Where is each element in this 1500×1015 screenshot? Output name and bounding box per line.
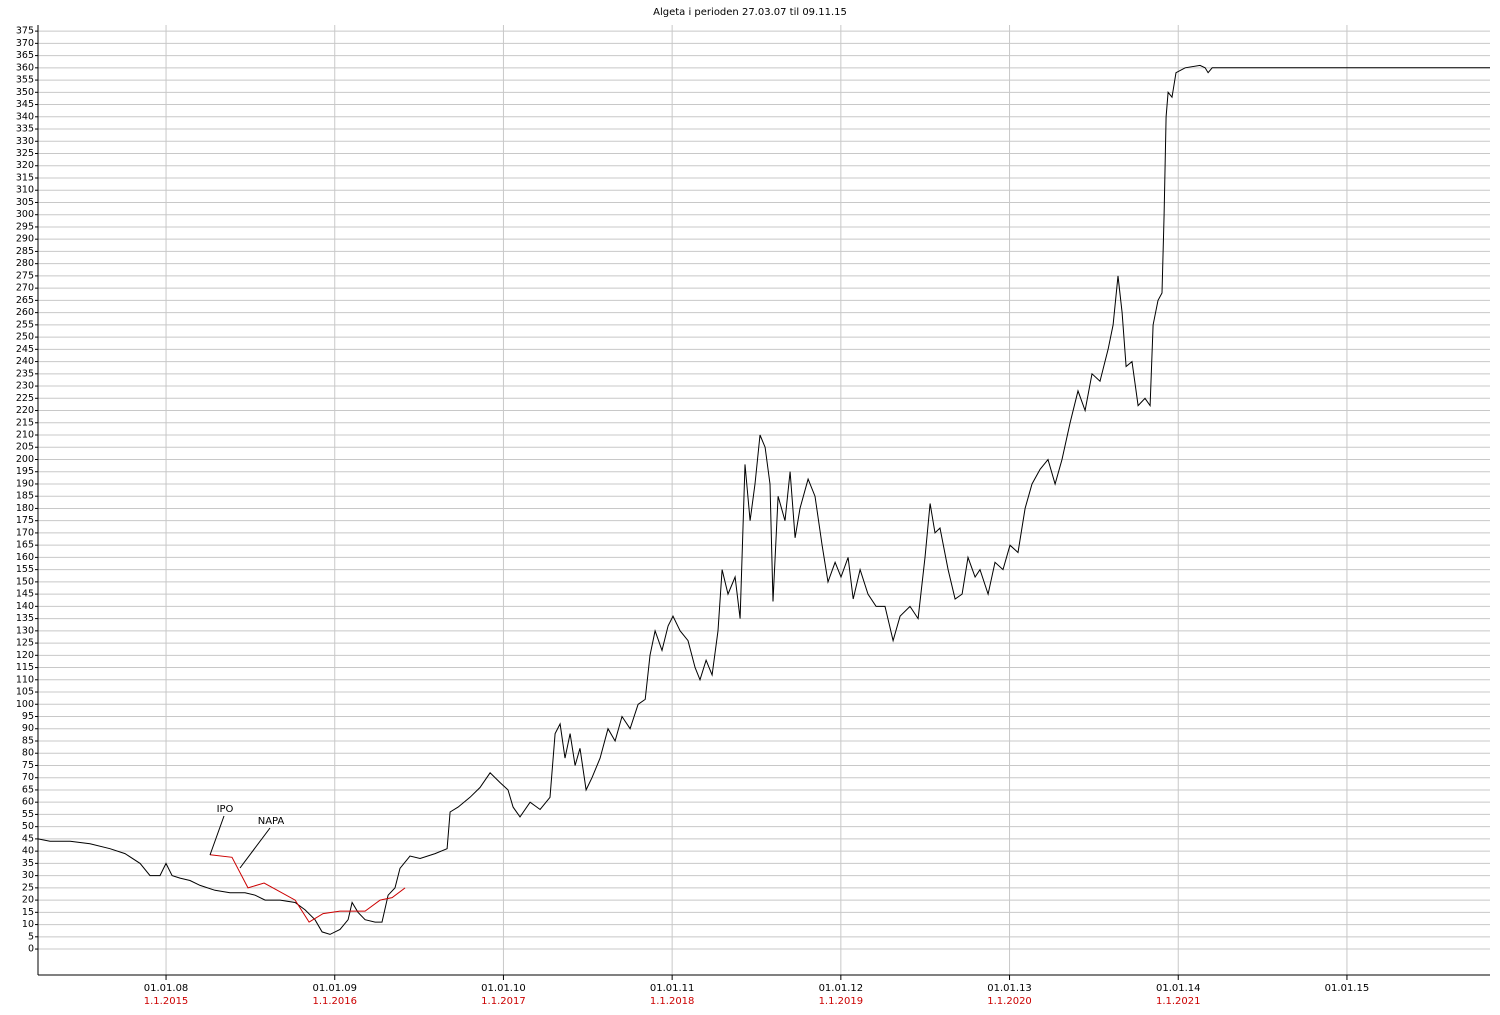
y-tick-label: 295 xyxy=(16,221,34,232)
annotation-leader xyxy=(239,827,271,869)
x-tick-label: 01.01.15 xyxy=(1325,983,1370,994)
y-tick-label: 115 xyxy=(16,662,34,673)
x-tick-label-secondary: 1.1.2016 xyxy=(312,996,357,1007)
y-tick-label: 355 xyxy=(16,75,34,86)
y-tick-label: 85 xyxy=(22,735,34,746)
y-tick-label: 315 xyxy=(16,172,34,183)
y-tick-label: 55 xyxy=(22,809,34,820)
y-tick-label: 245 xyxy=(16,344,34,355)
y-tick-label: 250 xyxy=(16,332,34,343)
annotation: NAPA xyxy=(258,816,285,827)
x-tick-label: 01.01.08 xyxy=(144,983,189,994)
y-tick-label: 290 xyxy=(16,234,34,245)
x-tick-label: 01.01.13 xyxy=(987,983,1032,994)
y-tick-label: 340 xyxy=(16,111,34,122)
y-tick-label: 210 xyxy=(16,430,34,441)
y-tick-label: 350 xyxy=(16,87,34,98)
y-tick-label: 205 xyxy=(16,442,34,453)
y-tick-label: 95 xyxy=(22,711,34,722)
y-tick-label: 145 xyxy=(16,589,34,600)
y-tick-label: 25 xyxy=(22,882,34,893)
y-tick-label: 280 xyxy=(16,258,34,269)
y-tick-label: 30 xyxy=(22,870,34,881)
y-tick-label: 300 xyxy=(16,209,34,220)
y-tick-label: 0 xyxy=(28,944,34,955)
x-tick-label-secondary: 1.1.2021 xyxy=(1156,996,1201,1007)
y-tick-label: 10 xyxy=(22,919,34,930)
y-tick-label: 20 xyxy=(22,895,34,906)
y-tick-label: 285 xyxy=(16,246,34,257)
y-tick-label: 325 xyxy=(16,148,34,159)
chart-title: Algeta i perioden 27.03.07 til 09.11.15 xyxy=(653,7,847,18)
price-line xyxy=(210,854,406,923)
y-tick-label: 110 xyxy=(16,674,34,685)
x-tick-label-secondary: 1.1.2018 xyxy=(650,996,695,1007)
y-tick-label: 125 xyxy=(16,638,34,649)
x-tick-label: 01.01.10 xyxy=(481,983,526,994)
y-tick-label: 170 xyxy=(16,527,34,538)
y-tick-label: 135 xyxy=(16,613,34,624)
x-tick-label-secondary: 1.1.2017 xyxy=(481,996,526,1007)
annotation-leader xyxy=(209,815,225,856)
y-tick-label: 365 xyxy=(16,50,34,61)
y-tick-label: 5 xyxy=(28,931,34,942)
y-tick-label: 200 xyxy=(16,454,34,465)
y-tick-label: 60 xyxy=(22,797,34,808)
x-tick-label-secondary: 1.1.2020 xyxy=(987,996,1032,1007)
x-tick-label: 01.01.09 xyxy=(312,983,357,994)
y-tick-label: 75 xyxy=(22,760,34,771)
y-tick-label: 320 xyxy=(16,160,34,171)
y-tick-label: 375 xyxy=(16,26,34,37)
y-tick-label: 230 xyxy=(16,381,34,392)
y-tick-label: 260 xyxy=(16,307,34,318)
y-tick-label: 220 xyxy=(16,405,34,416)
y-tick-label: 35 xyxy=(22,858,34,869)
y-tick-label: 190 xyxy=(16,478,34,489)
y-tick-label: 225 xyxy=(16,393,34,404)
y-tick-label: 310 xyxy=(16,185,34,196)
y-tick-label: 155 xyxy=(16,564,34,575)
x-tick-label: 01.01.11 xyxy=(650,983,695,994)
y-tick-label: 165 xyxy=(16,540,34,551)
y-tick-label: 370 xyxy=(16,38,34,49)
y-tick-label: 335 xyxy=(16,124,34,135)
y-tick-label: 105 xyxy=(16,687,34,698)
y-tick-label: 15 xyxy=(22,907,34,918)
y-tick-label: 40 xyxy=(22,846,34,857)
y-tick-label: 240 xyxy=(16,356,34,367)
y-tick-label: 65 xyxy=(22,784,34,795)
y-tick-label: 305 xyxy=(16,197,34,208)
y-tick-label: 100 xyxy=(16,699,34,710)
y-tick-label: 150 xyxy=(16,576,34,587)
y-tick-label: 130 xyxy=(16,625,34,636)
y-tick-label: 360 xyxy=(16,62,34,73)
y-tick-label: 195 xyxy=(16,466,34,477)
y-tick-label: 180 xyxy=(16,503,34,514)
y-tick-label: 80 xyxy=(22,748,34,759)
y-tick-label: 345 xyxy=(16,99,34,110)
annotation: IPO xyxy=(217,804,234,815)
y-tick-label: 70 xyxy=(22,772,34,783)
y-tick-label: 185 xyxy=(16,491,34,502)
y-tick-label: 45 xyxy=(22,833,34,844)
y-tick-label: 90 xyxy=(22,723,34,734)
x-tick-label: 01.01.14 xyxy=(1156,983,1201,994)
price-line xyxy=(37,64,1490,935)
y-tick-label: 175 xyxy=(16,515,34,526)
y-tick-label: 270 xyxy=(16,283,34,294)
y-tick-label: 120 xyxy=(16,650,34,661)
y-tick-label: 50 xyxy=(22,821,34,832)
x-tick-label-secondary: 1.1.2015 xyxy=(144,996,189,1007)
y-tick-label: 235 xyxy=(16,368,34,379)
y-tick-label: 140 xyxy=(16,601,34,612)
x-tick-label-secondary: 1.1.2019 xyxy=(819,996,864,1007)
y-tick-label: 275 xyxy=(16,270,34,281)
y-tick-label: 330 xyxy=(16,136,34,147)
y-tick-label: 255 xyxy=(16,319,34,330)
y-tick-label: 160 xyxy=(16,552,34,563)
x-tick-label: 01.01.12 xyxy=(819,983,864,994)
y-tick-label: 265 xyxy=(16,295,34,306)
y-tick-label: 215 xyxy=(16,417,34,428)
